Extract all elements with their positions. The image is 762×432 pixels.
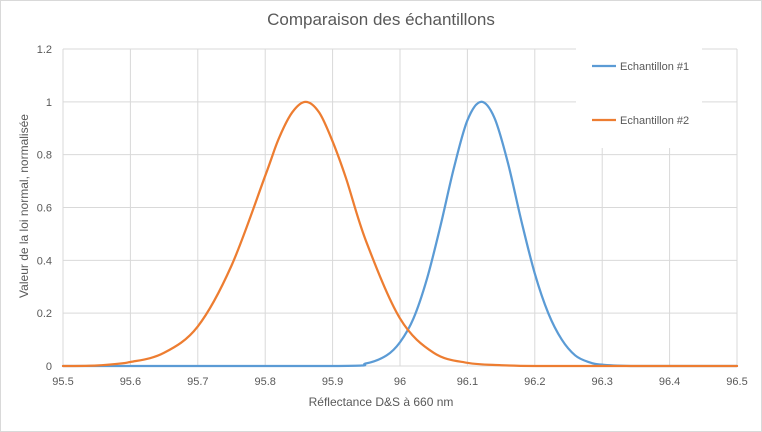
legend-label-2: Echantillon #2: [620, 115, 689, 127]
series-line-2: [61, 100, 739, 368]
x-axis-label: Réflectance D&S à 660 nm: [308, 395, 454, 409]
legend-label-1: Echantillon #1: [620, 61, 689, 73]
x-tick-label: 96.2: [524, 376, 545, 388]
x-tick-label: 95.7: [187, 376, 208, 388]
y-tick-label: 1: [46, 97, 52, 109]
x-tick-label: 96.5: [726, 376, 747, 388]
y-tick-label: 0.8: [37, 150, 52, 162]
x-tick-label: 95.5: [52, 376, 73, 388]
y-tick-label: 0.4: [37, 255, 52, 267]
y-tick-label: 0.2: [37, 308, 52, 320]
x-tick-label: 95.9: [322, 376, 343, 388]
x-tick-label: 96.4: [659, 376, 680, 388]
y-tick-labels: 0 0.2 0.4 0.6 0.8 1 1.2: [37, 44, 52, 373]
y-tick-label: 0: [46, 361, 52, 373]
legend: Echantillon #1 Echantillon #2: [592, 61, 689, 127]
x-tick-label: 96: [394, 376, 406, 388]
x-tick-label: 95.8: [254, 376, 275, 388]
y-tick-label: 0.6: [37, 203, 52, 215]
series-line-1: [61, 100, 739, 368]
x-tick-label: 96.1: [457, 376, 478, 388]
legend-box: [576, 44, 702, 148]
chart-title: Comparaison des échantillons: [267, 10, 495, 29]
x-tick-labels: 95.5 95.6 95.7 95.8 95.9 96 96.1 96.2 96.3 96.4 96…: [52, 376, 747, 388]
x-tick-label: 95.6: [120, 376, 141, 388]
series-lines: [61, 100, 739, 368]
x-tick-label: 96.3: [591, 376, 612, 388]
y-tick-label: 1.2: [37, 44, 52, 56]
